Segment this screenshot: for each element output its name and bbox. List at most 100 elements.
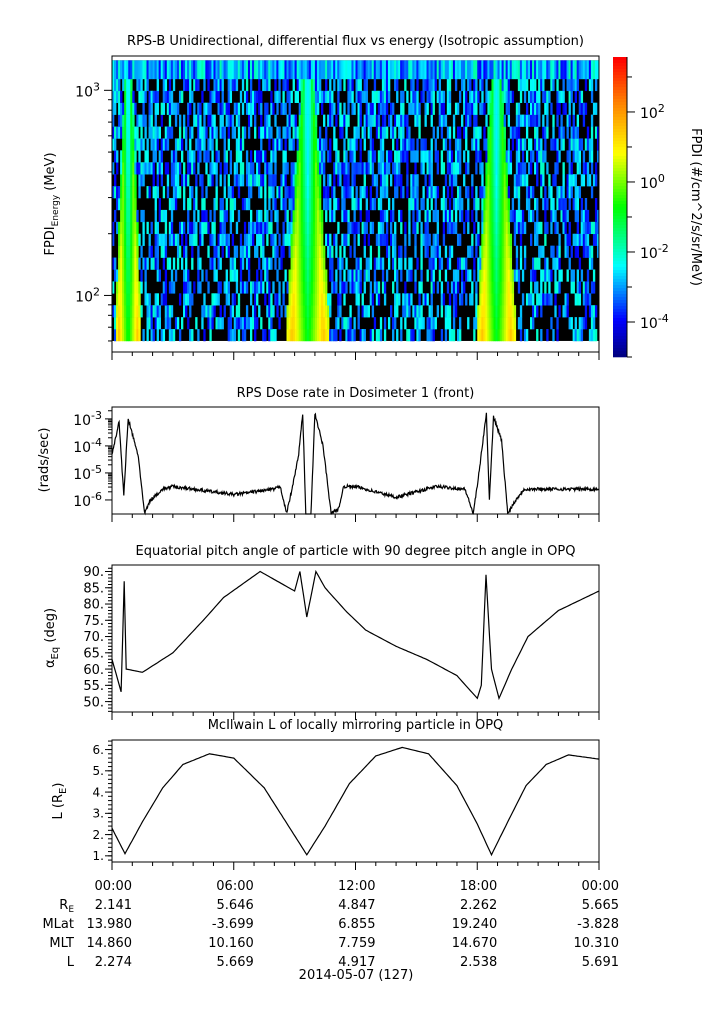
spectrogram-cell [428,60,431,80]
spectrogram-cell [588,78,592,92]
spectrogram-cell [134,126,137,139]
spectrogram-cell [154,60,157,80]
spectrogram-cell [306,305,310,318]
spectrogram-cell [264,60,267,80]
spectrogram-cell [523,90,527,103]
spectrogram-cell [138,257,141,270]
spectrogram-cell [118,126,121,139]
spectrogram-cell [430,293,433,306]
spectrogram-cell [124,329,127,342]
spectrogram-cell [582,245,586,258]
spectrogram-cell [473,60,476,80]
spectrogram-cell [465,90,468,103]
spectrogram-cell [345,162,348,175]
spectrogram-cell [406,174,409,187]
spectrogram-cell [314,126,318,139]
spectrogram-cell [511,197,515,211]
spectrogram-cell [245,197,249,211]
y-tick-label: 60. [83,663,104,678]
spectrogram-cell [219,317,222,330]
spectrogram-cell [434,78,437,92]
spectrogram-cell [544,102,547,115]
spectrogram-cell [235,138,239,151]
spectrogram-cell [217,150,220,163]
spectrogram-cell [452,293,456,306]
spectrogram-cell [548,174,551,187]
spectrogram-cell [114,186,117,199]
spectrogram-cell [229,209,233,223]
spectrogram-cell [146,221,149,235]
spectrogram-cell [292,186,295,199]
spectrogram-cell [223,281,226,294]
spectrogram-cell [207,174,210,187]
spectrogram-cell [231,126,235,139]
spectrogram-cell [487,233,490,246]
spectrogram-cell [503,329,506,342]
spectrogram-cell [343,281,346,294]
spectrogram-cell [471,293,474,306]
spectrogram-cell [209,114,212,127]
spectrogram-cell [521,114,525,127]
spectrogram-cell [574,60,577,80]
spectrogram-cell [174,102,178,115]
spectrogram-cell [130,138,133,151]
spectrogram-cell [525,102,529,115]
spectrogram-cell [556,197,559,211]
spectrogram-cell [318,293,322,306]
spectrogram-cell [357,60,360,80]
spectrogram-cell [497,221,500,235]
label-main: α [43,659,58,668]
spectrogram-cell [442,102,446,115]
spectrogram-cell [345,174,348,187]
spectrogram-cell [274,245,277,258]
spectrogram-cell [292,174,295,187]
spectrogram-cell [534,138,537,151]
spectrogram-cell [570,281,573,294]
spectrogram-cell [237,186,241,199]
spectrogram-cell [280,102,283,115]
spectrogram-cell [132,329,135,342]
spectrogram-cell [444,305,448,318]
spectrogram-cell [176,233,180,246]
spectrogram-cell [343,138,346,151]
spectrogram-cell [387,197,391,211]
spectrogram-cell [412,60,415,80]
spectrogram-cell [590,138,594,151]
spectrogram-cell [426,293,429,306]
spectrogram-cell [213,293,216,306]
spectrogram-cell [306,269,310,282]
spectrogram-cell [134,197,137,211]
colorbar-segment [613,216,627,220]
spectrogram-cell [235,150,239,163]
spectrogram-cell [308,126,312,139]
spectrogram-cell [134,293,137,306]
spectrogram-cell [495,150,498,163]
spectrogram-cell [564,245,567,258]
spectrogram-cell [369,102,373,115]
spectrogram-cell [138,90,141,103]
spectrogram-cell [247,162,251,175]
spectrogram-cell [381,174,385,187]
spectrogram-cell [262,150,265,163]
spectrogram-cell [596,209,600,223]
spectrogram-cell [237,317,241,330]
spectrogram-cell [205,60,208,80]
spectrogram-cell [286,126,289,139]
spectrogram-cell [454,281,458,294]
spectrogram-cell [487,102,490,115]
spectrogram-cell [327,150,330,163]
spectrogram-cell [493,293,496,306]
spectrogram-cell [398,126,401,139]
spectrogram-cell [586,233,590,246]
spectrogram-cell [456,197,460,211]
spectrogram-cell [203,293,206,306]
spectrogram-cell [351,186,354,199]
spectrogram-cell [540,305,543,318]
spectrogram-cell [209,233,212,246]
spectrogram-cell [128,245,131,258]
spectrogram-cell [523,138,527,151]
spectrogram-cell [225,60,228,80]
spectrogram-cell [308,305,312,318]
spectrogram-cell [491,233,494,246]
spectrogram-cell [487,174,490,187]
